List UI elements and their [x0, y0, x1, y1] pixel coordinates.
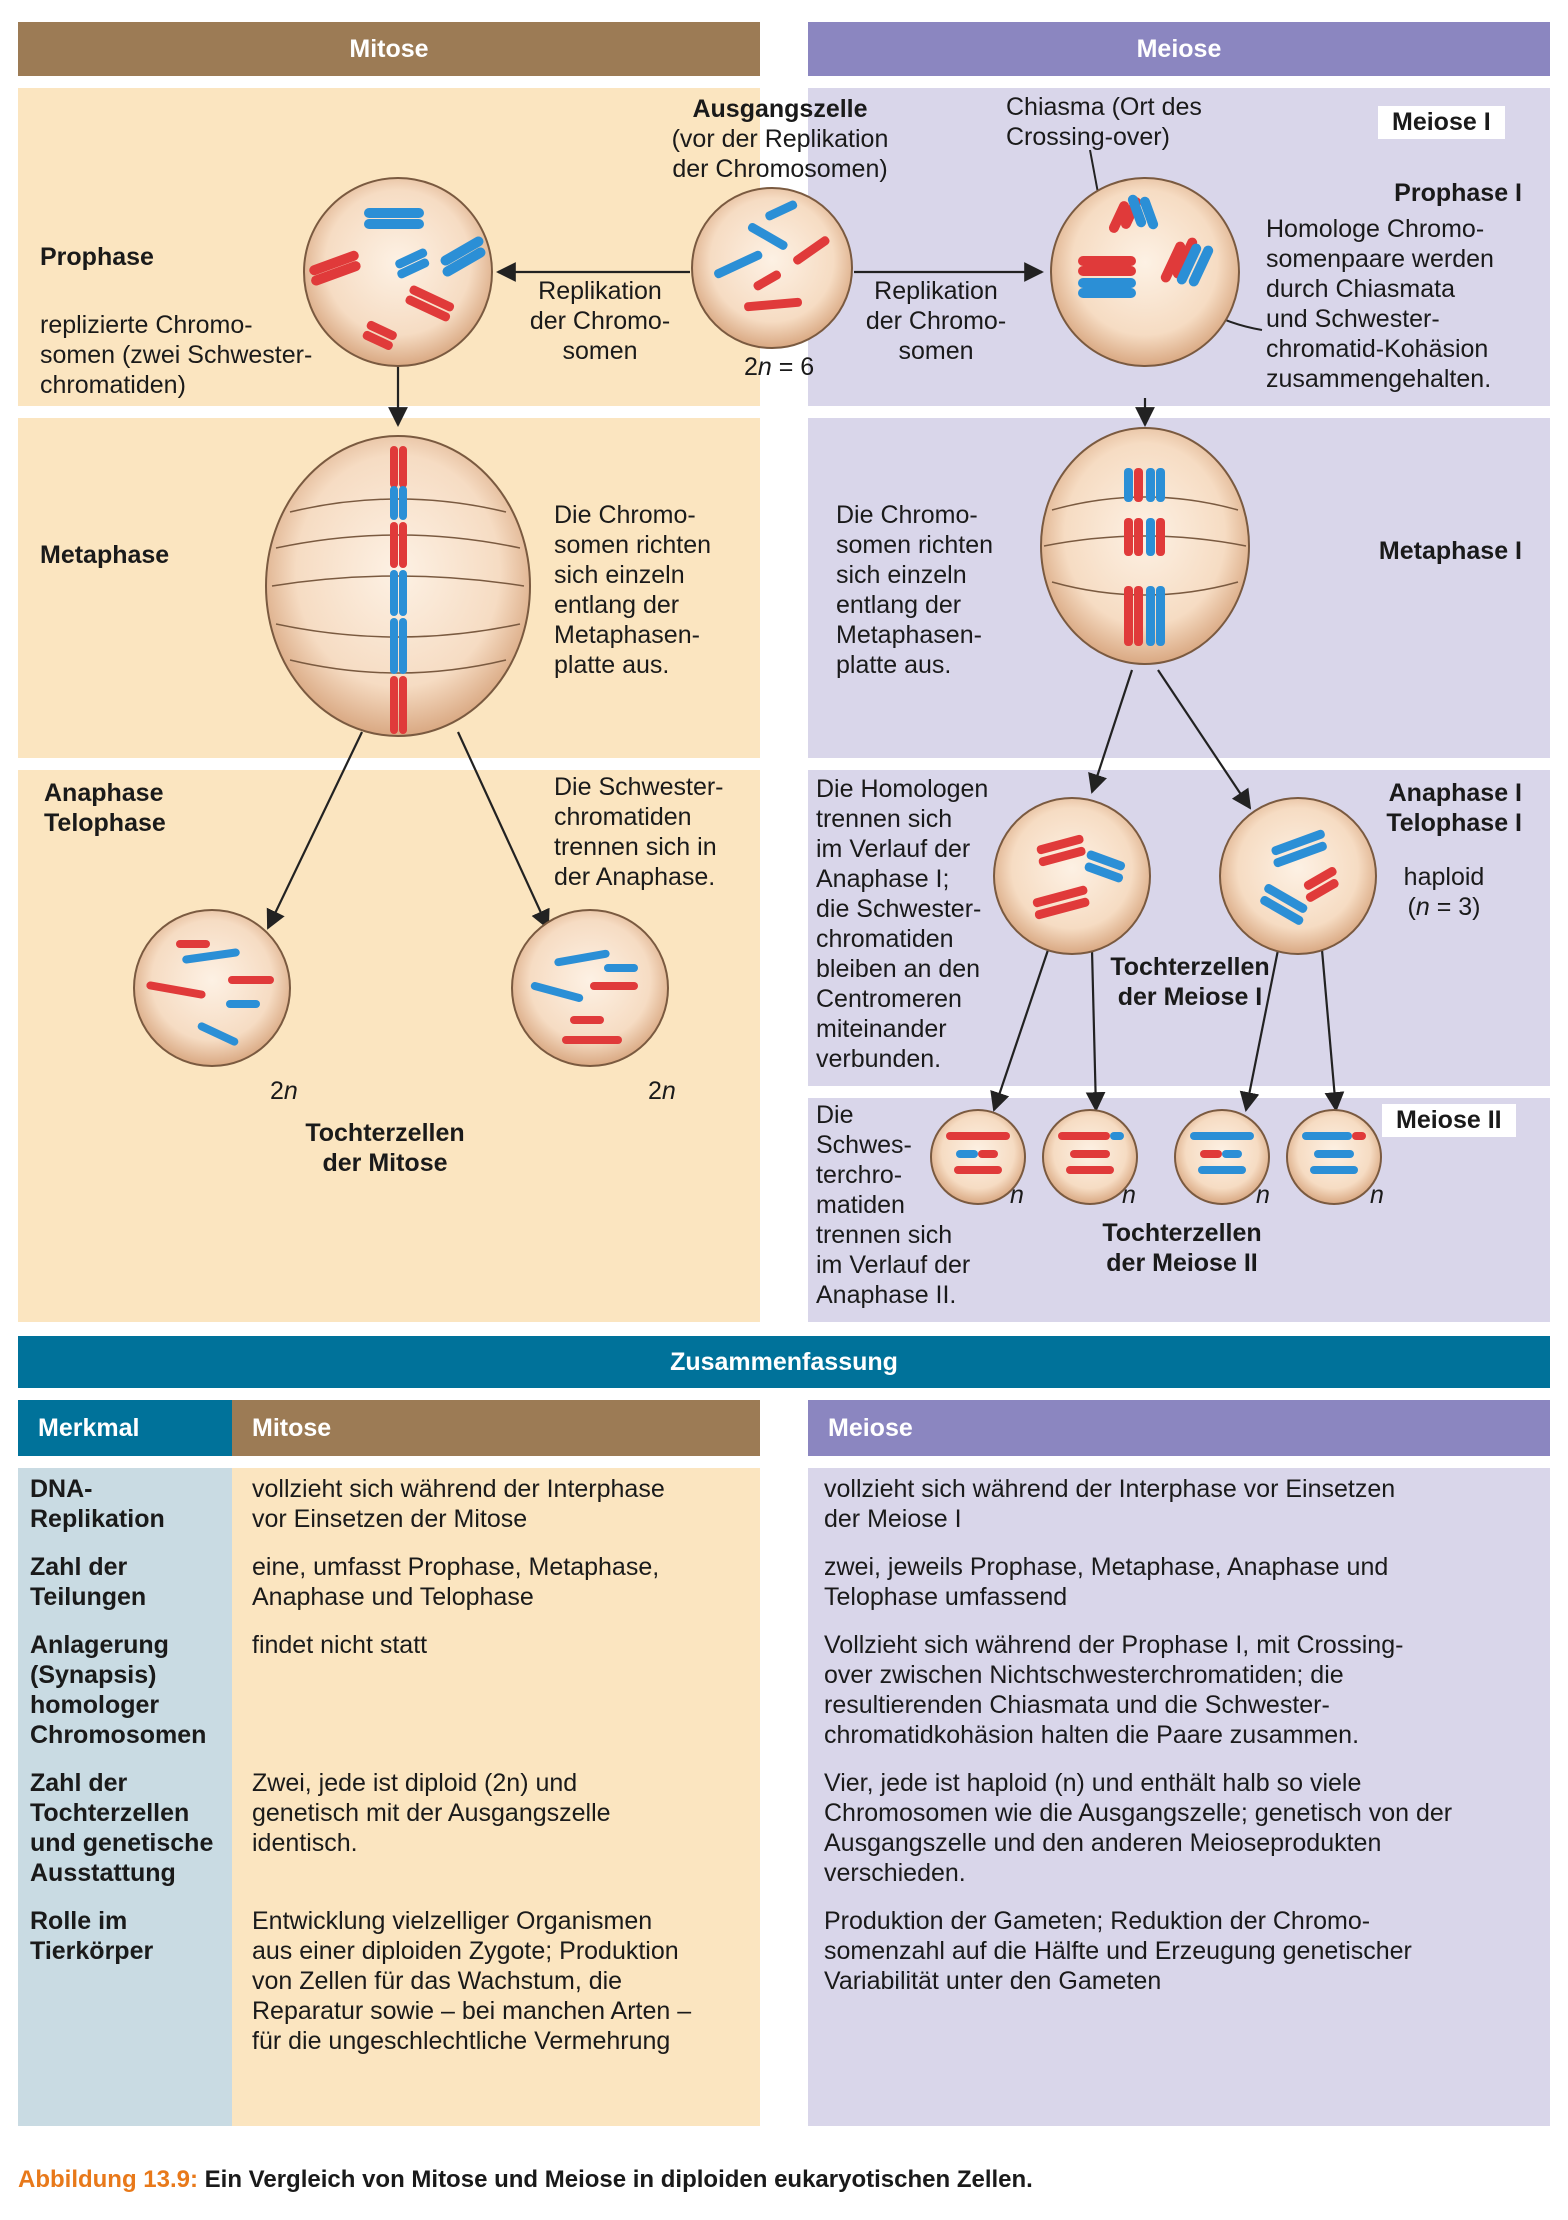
mitosis-daughter-cell-right	[511, 909, 669, 1067]
cell-division-diagram	[133, 149, 1382, 1205]
meiosis1-tag: Meiose I	[1378, 106, 1505, 139]
summary-title: Zusammenfassung	[670, 1347, 898, 1376]
meiosis2-tag: Meiose II	[1382, 1104, 1516, 1137]
caption-label: Abbildung 13.9:	[18, 2166, 198, 2193]
feature-column	[18, 1468, 232, 2126]
mitosis-metaphase-cell	[265, 435, 531, 737]
meiosis-header: Meiose	[808, 22, 1550, 76]
arrow-mitosis-to-daughter-left	[266, 731, 363, 930]
table-row-meiosis-4: Vier, jede ist haploid (n) und enthält h…	[824, 1769, 1453, 1887]
anaphase1-desc: Die Homologen trennen sich im Verlauf der …	[816, 775, 989, 1073]
meiosis1-daughter-cell-right	[1219, 797, 1377, 955]
col-header-meiosis: Meiose	[808, 1400, 1550, 1456]
meiosis2-daughter-cell-1	[930, 1109, 1026, 1205]
mitosis-prophase-label: Prophase	[40, 243, 154, 271]
meiosis-metaphase1-cell	[1040, 427, 1250, 665]
mitosis-daughters-label: Tochterzellen der Mitose	[305, 1119, 465, 1177]
table-row-feature-1: DNA- Replikation	[30, 1475, 165, 1533]
anaphase1-label: Anaphase I Telophase I	[1386, 779, 1522, 837]
meiosis-anaphase1-panel	[808, 770, 1550, 1086]
metaphase1-label: Metaphase I	[1378, 537, 1522, 565]
meiosis2-daughter-cell-3	[1174, 1109, 1270, 1205]
table-row-meiosis-2: zwei, jeweils Prophase, Metaphase, Anaph…	[824, 1553, 1389, 1611]
table-row-feature-4: Zahl der Tochterzellen und genetische Ausst…	[30, 1769, 214, 1887]
mitosis-daughter-ploidy-left: 2n	[270, 1077, 298, 1105]
n-label-1: n	[1010, 1181, 1024, 1209]
table-row-feature-2: Zahl der Teilungen	[30, 1553, 147, 1611]
meiosis2-daughter-cell-4	[1286, 1109, 1382, 1205]
haploid-label: haploid (n = 3)	[1403, 863, 1485, 921]
starting-cell-subtitle-1: (vor der Replikation	[671, 125, 889, 153]
starting-cell	[691, 187, 853, 349]
starting-cell-subtitle-2: der Chromosomen)	[672, 155, 888, 183]
mitosis-prophase-cell	[303, 177, 493, 367]
mitosis-daughter-ploidy-right: 2n	[648, 1077, 676, 1105]
meiosis1-daughters-label: Tochterzellen der Meiose I	[1110, 953, 1270, 1011]
arrow-meiosis2-b	[1085, 949, 1106, 1112]
n-label-3: n	[1256, 1181, 1270, 1209]
mitosis-daughter-cell-left	[133, 909, 291, 1067]
mitosis-anaphase-desc: Die Schwester-chromatiden trennen sich i…	[554, 773, 724, 891]
caption-text: Ein Vergleich von Mitose und Meiose in d…	[204, 2166, 1033, 2193]
table-row-meiosis-3: Vollzieht sich während der Prophase I, m…	[824, 1631, 1404, 1749]
table-row-feature-3: Anlagerung (Synapsis) homologer Chromosomen	[30, 1631, 207, 1749]
table-row-feature-5: Rolle im Tierkörper	[30, 1907, 154, 1965]
arrow-meiosis2-c	[1239, 949, 1280, 1112]
arrow-mitosis-to-daughter-right	[457, 731, 550, 930]
meiosis2-daughters-label: Tochterzellen der Meiose II	[1102, 1219, 1262, 1277]
table-row-mitosis-3: findet nicht statt	[252, 1631, 428, 1659]
starting-cell-ploidy: 2n = 6	[744, 353, 815, 381]
anaphase2-desc: Die Schwes-terchro- matiden trennen sich im…	[816, 1101, 971, 1309]
n-label-2: n	[1122, 1181, 1136, 1209]
mitosis-prophase-desc: replizierte Chromo-somen (zwei Schwester…	[40, 311, 313, 399]
meiosis-prophase1-cell	[1050, 177, 1240, 367]
col-header-feature: Merkmal	[18, 1400, 232, 1456]
table-row-mitosis-5: Entwicklung vielzelliger Organismen aus e…	[252, 1907, 692, 2055]
mitosis-header: Mitose	[18, 22, 760, 76]
mitosis-column	[232, 1468, 760, 2126]
metaphase1-desc: Die Chromo-somen richten sich einzeln ent…	[836, 501, 994, 679]
replication-label-mitosis: Replikation der Chromo-somen	[529, 277, 671, 365]
arrow-meiosis1-to-left	[1088, 669, 1134, 794]
table-row-mitosis-4: Zwei, jede ist diploid (2n) und genetisch…	[252, 1769, 611, 1857]
arrow-meiosis2-a	[990, 949, 1050, 1112]
col-header-mitosis: Mitose	[232, 1400, 760, 1456]
mitosis-anaphase-label: Anaphase Telophase	[44, 779, 166, 837]
mitosis-metaphase-label: Metaphase	[40, 541, 170, 569]
figure-caption: Abbildung 13.9: Ein Vergleich von Mitose…	[18, 2166, 1033, 2194]
arrow-meiosis2-d	[1320, 949, 1345, 1112]
mitosis-metaphase-desc: Die Chromo-somen richten sich einzeln ent…	[554, 501, 712, 679]
table-row-mitosis-2: eine, umfasst Prophase, Metaphase, Anapha…	[252, 1553, 660, 1611]
replication-label-meiosis: Replikation der Chromo-somen	[865, 277, 1007, 365]
table-row-meiosis-5: Produktion der Gameten; Reduktion der Ch…	[824, 1907, 1412, 1995]
meiosis2-daughter-cell-2	[1042, 1109, 1138, 1205]
arrow-meiosis1-to-right	[1157, 669, 1252, 810]
prophase1-label: Prophase I	[1394, 179, 1522, 207]
prophase1-desc: Homologe Chromo-somenpaare werden durch C…	[1266, 215, 1494, 393]
starting-cell-title: Ausgangszelle	[692, 95, 868, 123]
table-row-mitosis-1: vollzieht sich während der Interphase vor…	[252, 1475, 665, 1533]
arrows	[266, 262, 1345, 1112]
summary-title-bar: Zusammenfassung	[18, 1336, 1550, 1388]
meiosis1-daughter-cell-left	[993, 797, 1151, 955]
meiosis-column	[808, 1468, 1550, 2126]
table-row-meiosis-1: vollzieht sich während der Interphase vo…	[824, 1475, 1396, 1533]
n-label-4: n	[1370, 1181, 1384, 1209]
mitosis-header-label: Mitose	[349, 34, 429, 63]
meiosis-header-label: Meiose	[1136, 34, 1222, 63]
chiasma-label: Chiasma (Ort des Crossing-over)	[1006, 93, 1202, 151]
